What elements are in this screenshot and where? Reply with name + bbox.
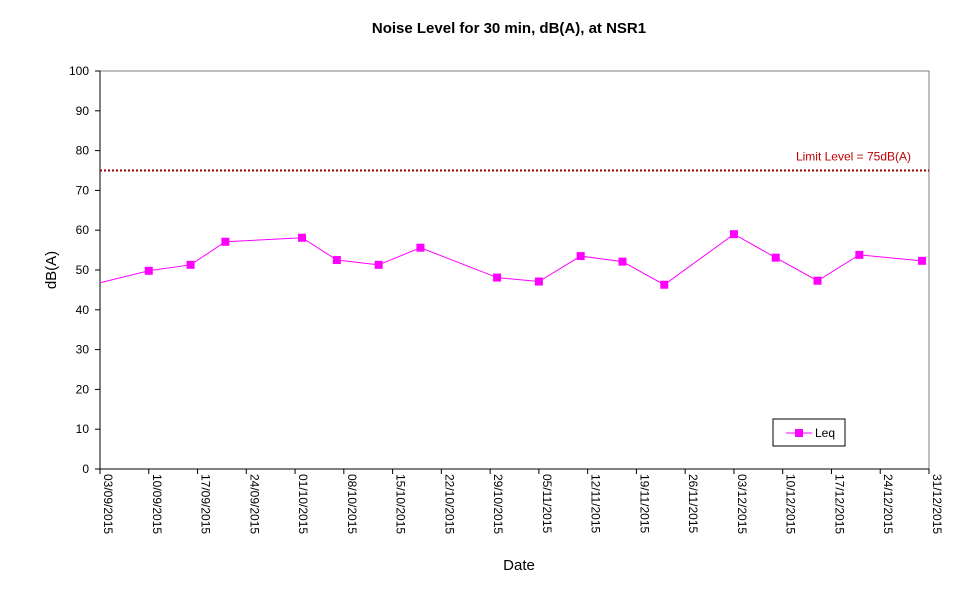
- data-point: [855, 250, 864, 259]
- data-point: [534, 277, 543, 286]
- y-tick-label: 30: [76, 343, 90, 357]
- y-tick-label: 90: [76, 104, 90, 118]
- data-point: [493, 273, 502, 282]
- x-tick-label: 10/12/2015: [784, 474, 798, 534]
- x-tick-label: 17/09/2015: [199, 474, 213, 534]
- y-axis: 0 10 20 30 40 50 60 70 80 90 100: [69, 64, 101, 476]
- x-tick-label: 24/12/2015: [881, 474, 895, 534]
- limit-level: Limit Level = 75dB(A): [100, 150, 929, 172]
- data-point: [416, 243, 425, 252]
- data-point: [144, 266, 153, 275]
- data-point: [332, 256, 341, 265]
- x-tick-label: 08/10/2015: [345, 474, 359, 534]
- x-tick-label: 17/12/2015: [832, 474, 846, 534]
- y-tick-label: 10: [76, 422, 90, 436]
- x-tick-label: 29/10/2015: [491, 474, 505, 534]
- x-tick-label: 31/12/2015: [930, 474, 944, 534]
- plot-area: [99, 70, 930, 470]
- x-tick-label: 03/09/2015: [101, 474, 115, 534]
- y-tick-label: 70: [76, 183, 90, 197]
- y-tick-label: 50: [76, 263, 90, 277]
- x-tick-label: 05/11/2015: [540, 474, 554, 533]
- x-axis: 03/09/2015 10/09/2015 17/09/2015 24/09/2015…: [99, 468, 944, 534]
- x-tick-label: 26/11/2015: [686, 474, 700, 533]
- data-point: [221, 237, 230, 246]
- data-point: [660, 280, 669, 289]
- legend-marker: [795, 429, 803, 437]
- legend: Leq: [772, 418, 846, 447]
- data-point: [576, 252, 585, 261]
- x-tick-label: 19/11/2015: [637, 474, 651, 533]
- x-axis-title: Date: [503, 557, 535, 574]
- x-tick-label: 15/10/2015: [394, 474, 408, 534]
- data-point: [771, 253, 780, 262]
- data-point: [298, 233, 307, 242]
- legend-label-leq: Leq: [815, 426, 835, 440]
- series-line: [99, 233, 923, 286]
- y-tick-label: 100: [69, 64, 89, 78]
- series-leq: [99, 230, 927, 289]
- y-tick-label: 0: [82, 462, 89, 476]
- limit-level-label: Limit Level = 75dB(A): [796, 150, 911, 164]
- data-point: [918, 256, 927, 265]
- x-tick-label: 01/10/2015: [296, 474, 310, 534]
- y-tick-label: 80: [76, 144, 90, 158]
- chart-title: Noise Level for 30 min, dB(A), at NSR1: [372, 20, 646, 37]
- y-tick-label: 60: [76, 223, 90, 237]
- x-tick-label: 12/11/2015: [589, 474, 603, 533]
- data-point: [374, 260, 383, 269]
- y-tick-label: 20: [76, 382, 90, 396]
- x-tick-label: 03/12/2015: [735, 474, 749, 534]
- y-axis-title: dB(A): [43, 251, 60, 289]
- x-tick-label: 22/10/2015: [442, 474, 456, 534]
- data-point: [813, 276, 822, 285]
- y-tick-label: 40: [76, 303, 90, 317]
- data-point: [729, 230, 738, 239]
- data-point: [618, 257, 627, 266]
- data-point: [186, 260, 195, 269]
- x-tick-label: 10/09/2015: [150, 474, 164, 534]
- x-tick-label: 24/09/2015: [247, 474, 261, 534]
